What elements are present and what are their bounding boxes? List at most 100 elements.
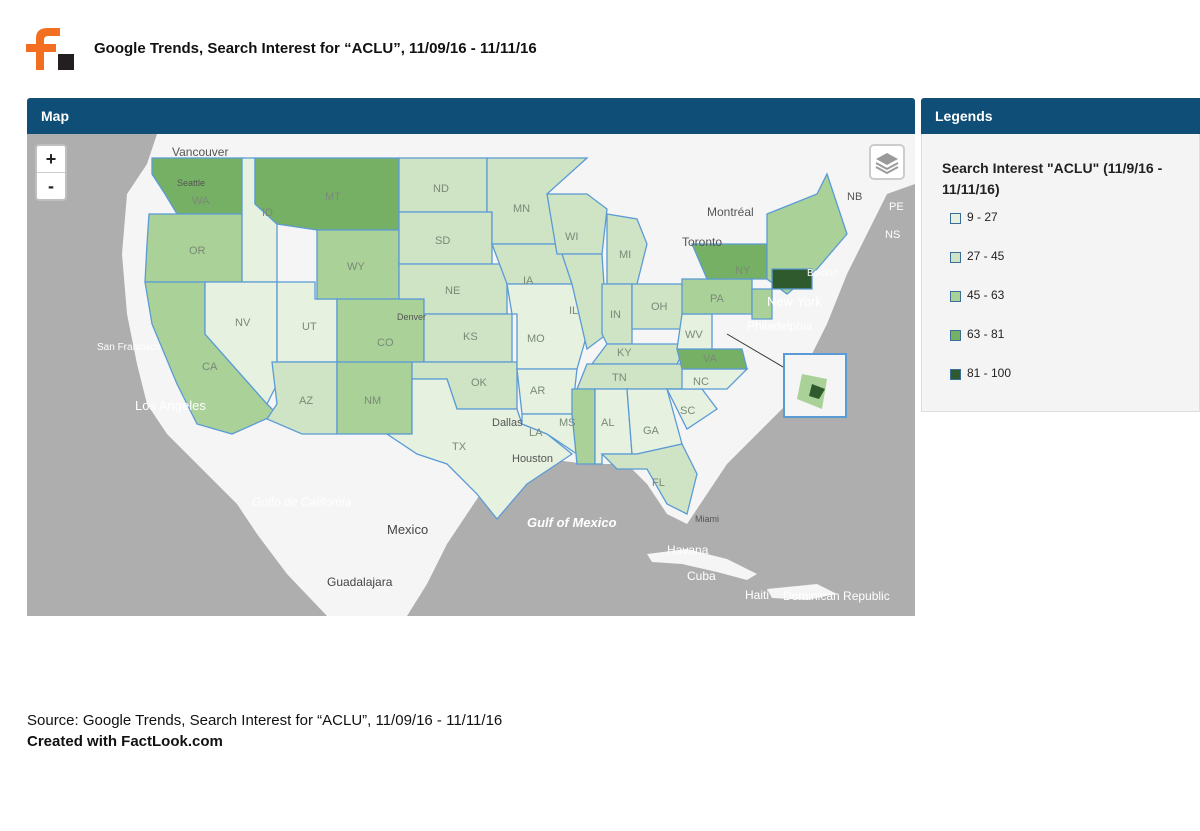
state-ms [571,388,596,465]
state-va [676,348,748,370]
label-state-wi: WI [565,231,578,243]
credit-text: Created with FactLook.com [27,733,223,750]
label-state-mi: MI [619,249,631,261]
label-state-la: LA [529,427,543,439]
label-gulf-of-mexico: Gulf of Mexico [527,515,617,530]
legend-item: 9 - 27 [950,210,1011,249]
label-state-in: IN [610,309,621,321]
label-state-oh: OH [651,301,668,313]
state-tn [576,363,688,390]
legend-item: 81 - 100 [950,366,1011,405]
layers-icon [875,153,899,175]
label-state-ia: IA [523,275,534,287]
label-san-francisco: San Francisco [97,342,161,353]
state-nv [204,281,278,406]
legend-swatch [950,291,961,302]
label-state-ok: OK [471,377,488,389]
label-denver: Denver [397,312,426,322]
label-new-york: New York [767,294,822,309]
label-havana: Havana [667,543,709,557]
label-vancouver: Vancouver [172,145,228,159]
label-mexico: Mexico [387,522,428,537]
map-panel-header: Map [27,98,915,134]
label-state-pa: PA [710,293,725,305]
label-state-wa: WA [192,195,210,207]
label-state-va: VA [703,353,718,365]
label-state-ks: KS [463,331,478,343]
label-toronto: Toronto [682,235,722,249]
label-state-sc: SC [680,405,695,417]
label-dallas: Dallas [492,417,523,429]
state-nj [751,288,773,320]
source-text: Source: Google Trends, Search Interest f… [27,712,503,729]
hispaniola-island [767,584,837,600]
label-cuba: Cuba [687,569,716,583]
label-state-tx: TX [452,441,467,453]
label-state-ar: AR [530,385,545,397]
state-wi [546,193,608,255]
label-state-wy: WY [347,261,365,273]
label-guadalajara: Guadalajara [327,575,393,589]
label-state-ny: NY [735,265,751,277]
label-ns: NS [885,229,900,241]
label-state-ky: KY [617,347,632,359]
label-state-ut: UT [302,321,317,333]
factlook-logo [26,26,74,70]
label-state-al: AL [601,417,614,429]
label-state-or: OR [189,245,206,257]
state-ar [516,368,578,415]
legend-swatch [950,213,961,224]
legend-item-label: 63 - 81 [967,327,1005,341]
label-state-fl: FL [652,477,665,489]
legend-item: 27 - 45 [950,249,1011,288]
label-dominican-republic: Dominican Republic [783,589,890,603]
label-state-il: IL [569,305,578,317]
label-miami: Miami [695,514,719,524]
state-ky [590,343,689,365]
legend-item-label: 81 - 100 [967,366,1012,380]
state-fl [600,443,698,515]
legend-swatch [950,330,961,341]
cuba-island [647,549,757,580]
map-canvas[interactable]: Vancouver Seattle Montréal Toronto Bosto… [27,134,915,616]
legend-item-label: 9 - 27 [967,210,998,224]
baja-california [255,434,345,584]
legend-heading: Search Interest "ACLU" (11/9/16 - 11/11/… [942,160,1163,197]
zoom-in-button[interactable]: + [45,149,57,169]
label-state-tn: TN [612,372,627,384]
label-state-wv: WV [685,329,703,341]
label-los-angeles: Los Angeles [135,398,206,413]
label-philadelphia: Philadelphia [747,319,813,333]
label-state-az: AZ [299,395,313,407]
zoom-out-button[interactable]: - [37,172,65,199]
label-state-ms: MS [559,417,576,429]
state-ma [771,268,813,290]
state-mi [606,213,648,285]
legend-item-label: 45 - 63 [967,288,1005,302]
page-title: Google Trends, Search Interest for “ACLU… [94,40,537,57]
label-haiti: Haiti [745,588,769,602]
label-state-id: ID [262,207,273,219]
label-state-mn: MN [513,203,530,215]
state-new-england [766,172,848,295]
label-state-ga: GA [643,425,660,437]
label-state-sd: SD [435,235,450,247]
label-golfo-de-california: Golfo de California [252,495,352,509]
label-state-nc: NC [693,376,709,388]
zoom-control: + - [35,144,67,201]
label-montreal: Montréal [707,205,754,219]
state-tx [384,378,574,521]
label-boston: Boston [807,268,838,279]
label-nb: NB [847,191,862,203]
label-state-co: CO [377,337,394,349]
label-state-mt: MT [325,191,341,203]
label-state-ca: CA [202,361,218,373]
legend-panel: Search Interest "ACLU" (11/9/16 - 11/11/… [921,134,1200,412]
legend-item: 63 - 81 [950,327,1011,366]
label-seattle: Seattle [177,178,205,188]
label-state-nd: ND [433,183,449,195]
layers-button[interactable] [869,144,905,180]
label-state-mo: MO [527,333,545,345]
legend-item: 45 - 63 [950,288,1011,327]
label-state-nm: NM [364,395,381,407]
